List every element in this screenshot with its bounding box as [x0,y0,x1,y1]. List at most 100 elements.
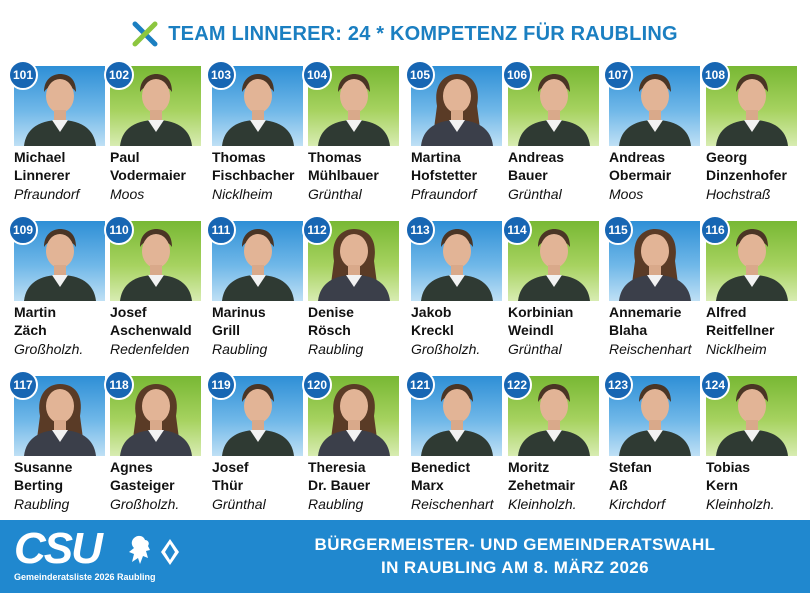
candidate-card: 101 Michael Linnerer Pfraundorf [8,60,114,216]
candidate-last-name: Zäch [14,322,47,338]
list-number-badge: 115 [603,215,633,245]
candidate-name: Alfred Reitfellner [706,303,806,339]
candidate-first-name: Susanne [14,459,73,475]
candidate-first-name: Moritz [508,459,550,475]
list-number-badge: 102 [104,60,134,90]
candidate-first-name: Korbinian [508,304,574,320]
candidate-first-name: Denise [308,304,354,320]
candidate-last-name: Marx [411,477,444,493]
list-number-badge: 118 [104,370,134,400]
candidate-photo [411,66,502,146]
candidate-location: Grünthal [308,186,362,202]
candidate-name: Josef Thür [212,458,312,494]
candidate-name: Michael Linnerer [14,148,114,184]
list-number-badge: 109 [8,215,38,245]
candidate-last-name: Gasteiger [110,477,175,493]
candidate-photo [14,66,105,146]
candidate-card: 107 Andreas Obermair Moos [603,60,709,216]
candidate-location: Nicklheim [706,341,767,357]
csu-logo: CSU Gemeinderatsliste 2026 Raubling [10,526,185,588]
list-number-badge: 106 [502,60,532,90]
candidate-card: 118 Agnes Gasteiger Großholzh. [104,370,210,526]
candidate-first-name: Thomas [212,149,266,165]
list-number-badge: 117 [8,370,38,400]
page-title: TEAM LINNERER: 24 * KOMPETENZ FÜR RAUBLI… [168,22,678,45]
candidate-location: Nicklheim [212,186,273,202]
election-line-1: BÜRGERMEISTER- UND GEMEINDERATSWAHL [314,535,716,554]
candidate-last-name: Kern [706,477,738,493]
list-number-badge: 121 [405,370,435,400]
candidate-location: Kirchdorf [609,496,666,512]
candidate-last-name: Bauer [508,167,548,183]
list-number-badge: 110 [104,215,134,245]
candidate-first-name: Josef [110,304,147,320]
lion-icon [129,535,150,564]
candidate-location: Redenfelden [110,341,190,357]
candidate-card: 113 Jakob Kreckl Großholzh. [405,215,511,371]
candidate-first-name: Marinus [212,304,266,320]
candidate-location: Reischenhart [609,341,692,357]
candidate-first-name: Martina [411,149,461,165]
list-number-badge: 113 [405,215,435,245]
candidate-last-name: Aschenwald [110,322,192,338]
candidate-last-name: Grill [212,322,241,338]
candidate-first-name: Andreas [508,149,565,165]
candidate-last-name: Kreckl [411,322,454,338]
candidate-location: Grünthal [212,496,266,512]
candidate-last-name: Rösch [308,322,351,338]
candidate-card: 103 Thomas Fischbacher Nicklheim [206,60,312,216]
candidate-last-name: Blaha [609,322,648,338]
candidate-name: Georg Dinzenhofer [706,148,806,184]
candidate-first-name: Andreas [609,149,666,165]
list-number-badge: 119 [206,370,236,400]
candidate-first-name: Michael [14,149,66,165]
candidate-name: Theresia Dr. Bauer [308,458,408,494]
candidate-first-name: Jakob [411,304,452,320]
candidate-name: Annemarie Blaha [609,303,709,339]
candidate-location: Raubling [14,496,70,512]
candidate-card: 124 Tobias Kern Kleinholzh. [700,370,806,526]
candidate-photo [14,376,105,456]
list-number-badge: 122 [502,370,532,400]
candidate-card: 114 Korbinian Weindl Grünthal [502,215,608,371]
candidate-last-name: Thür [212,477,244,493]
candidate-first-name: Alfred [706,304,747,320]
candidate-location: Grünthal [508,186,562,202]
candidate-location: Pfraundorf [14,186,80,202]
candidate-name: Martina Hofstetter [411,148,511,184]
party-subtitle: Gemeinderatsliste 2026 Raubling [14,572,156,582]
candidate-last-name: Reitfellner [706,322,775,338]
candidate-name: Moritz Zehetmair [508,458,608,494]
candidate-location: Raubling [308,496,364,512]
candidate-last-name: Hofstetter [411,167,478,183]
candidate-card: 112 Denise Rösch Raubling [302,215,408,371]
list-number-badge: 112 [302,215,332,245]
candidate-location: Moos [110,186,145,202]
list-number-badge: 120 [302,370,332,400]
list-number-badge: 107 [603,60,633,90]
candidate-photo [212,221,303,301]
candidate-name: Thomas Mühlbauer [308,148,408,184]
candidate-card: 122 Moritz Zehetmair Kleinholzh. [502,370,608,526]
list-number-badge: 104 [302,60,332,90]
candidate-last-name: Weindl [508,322,554,338]
candidate-location: Großholzh. [14,341,84,357]
candidate-last-name: Obermair [609,167,672,183]
candidate-name: Andreas Bauer [508,148,608,184]
list-number-badge: 123 [603,370,633,400]
candidate-photo [308,376,399,456]
candidate-first-name: Benedict [411,459,471,475]
candidate-card: 106 Andreas Bauer Grünthal [502,60,608,216]
candidate-grid: 101 Michael Linnerer Pfraundorf 102 Paul Voder… [8,60,806,512]
candidate-last-name: Dr. Bauer [308,477,371,493]
list-number-badge: 114 [502,215,532,245]
candidate-name: Paul Vodermaier [110,148,210,184]
candidate-name: Denise Rösch [308,303,408,339]
candidate-location: Raubling [212,341,268,357]
candidate-name: Susanne Berting [14,458,114,494]
candidate-first-name: Thomas [308,149,362,165]
list-number-badge: 111 [206,215,236,245]
candidate-card: 116 Alfred Reitfellner Nicklheim [700,215,806,371]
candidate-last-name: Berting [14,477,63,493]
candidate-card: 105 Martina Hofstetter Pfraundorf [405,60,511,216]
